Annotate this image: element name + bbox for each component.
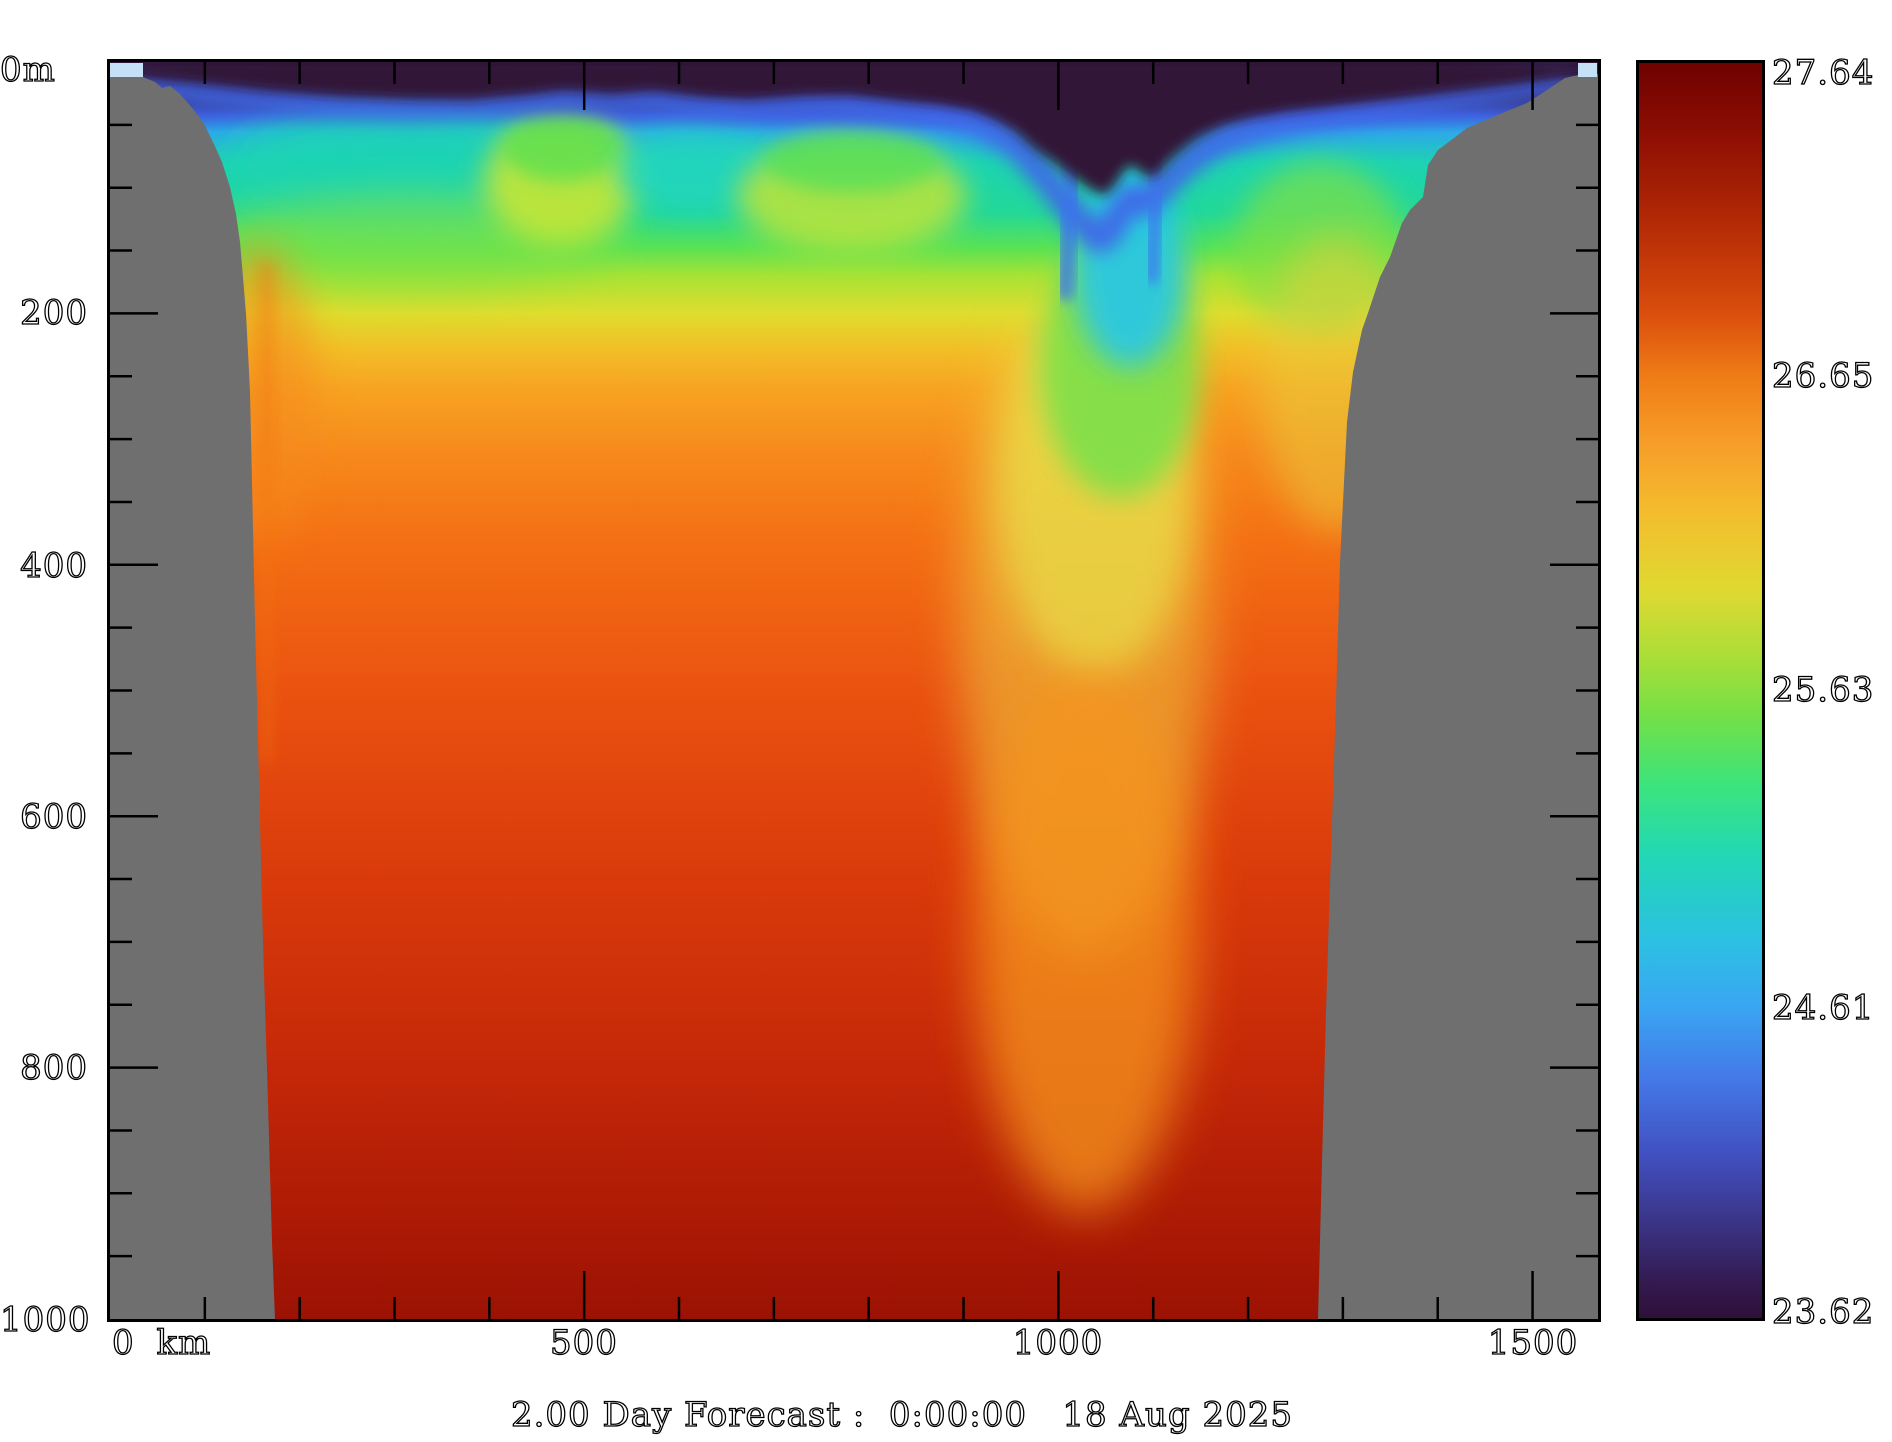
field-anomalies bbox=[205, 105, 1407, 1212]
colorbar-tick-4: 24.61 bbox=[1771, 988, 1875, 1028]
plot-frame bbox=[107, 59, 1601, 1322]
colorbar bbox=[1636, 60, 1765, 1321]
distance-tick-0km: 0 km bbox=[111, 1323, 212, 1363]
right-land-slope bbox=[1318, 74, 1598, 1319]
axis-ticks bbox=[110, 62, 1598, 1319]
blue-finger-left bbox=[1056, 148, 1082, 301]
left-slope-orange-streak bbox=[260, 262, 274, 762]
depth-axis-surface-label: 0m bbox=[0, 50, 56, 90]
depth-tick-400m: 400 bbox=[19, 546, 88, 586]
blue-band-path bbox=[126, 68, 1577, 254]
depth-tick-600m: 600 bbox=[19, 797, 88, 837]
forecast-caption: 2.00 Day Forecast : 0:00:00 18 Aug 2025 bbox=[510, 1395, 1294, 1435]
depth-tick-800m: 800 bbox=[19, 1048, 88, 1088]
colorbar-tick-1: 27.64 bbox=[1771, 53, 1875, 93]
right-coastal-surface-patch bbox=[1578, 63, 1597, 77]
distance-tick-1000km: 1000 bbox=[1012, 1323, 1104, 1363]
light-column-deep-orange bbox=[975, 672, 1195, 1212]
depth-tick-1000m: 1000 bbox=[0, 1300, 91, 1340]
shallow-bump-450km-cap bbox=[502, 113, 622, 181]
distance-tick-1500km: 1500 bbox=[1487, 1323, 1579, 1363]
shallow-bump-780km-cap bbox=[764, 132, 940, 192]
colorbar-tick-2: 26.65 bbox=[1771, 356, 1875, 396]
surface-mixed-layer bbox=[110, 62, 1598, 195]
colorbar-tick-3: 25.63 bbox=[1771, 670, 1875, 710]
density-section-field bbox=[110, 62, 1598, 1319]
distance-tick-500km: 500 bbox=[549, 1323, 618, 1363]
depth-tick-200m: 200 bbox=[19, 293, 88, 333]
left-coastal-surface-patch bbox=[110, 63, 143, 77]
left-land-slope bbox=[110, 75, 275, 1319]
colorbar-tick-5: 23.62 bbox=[1771, 1292, 1875, 1332]
